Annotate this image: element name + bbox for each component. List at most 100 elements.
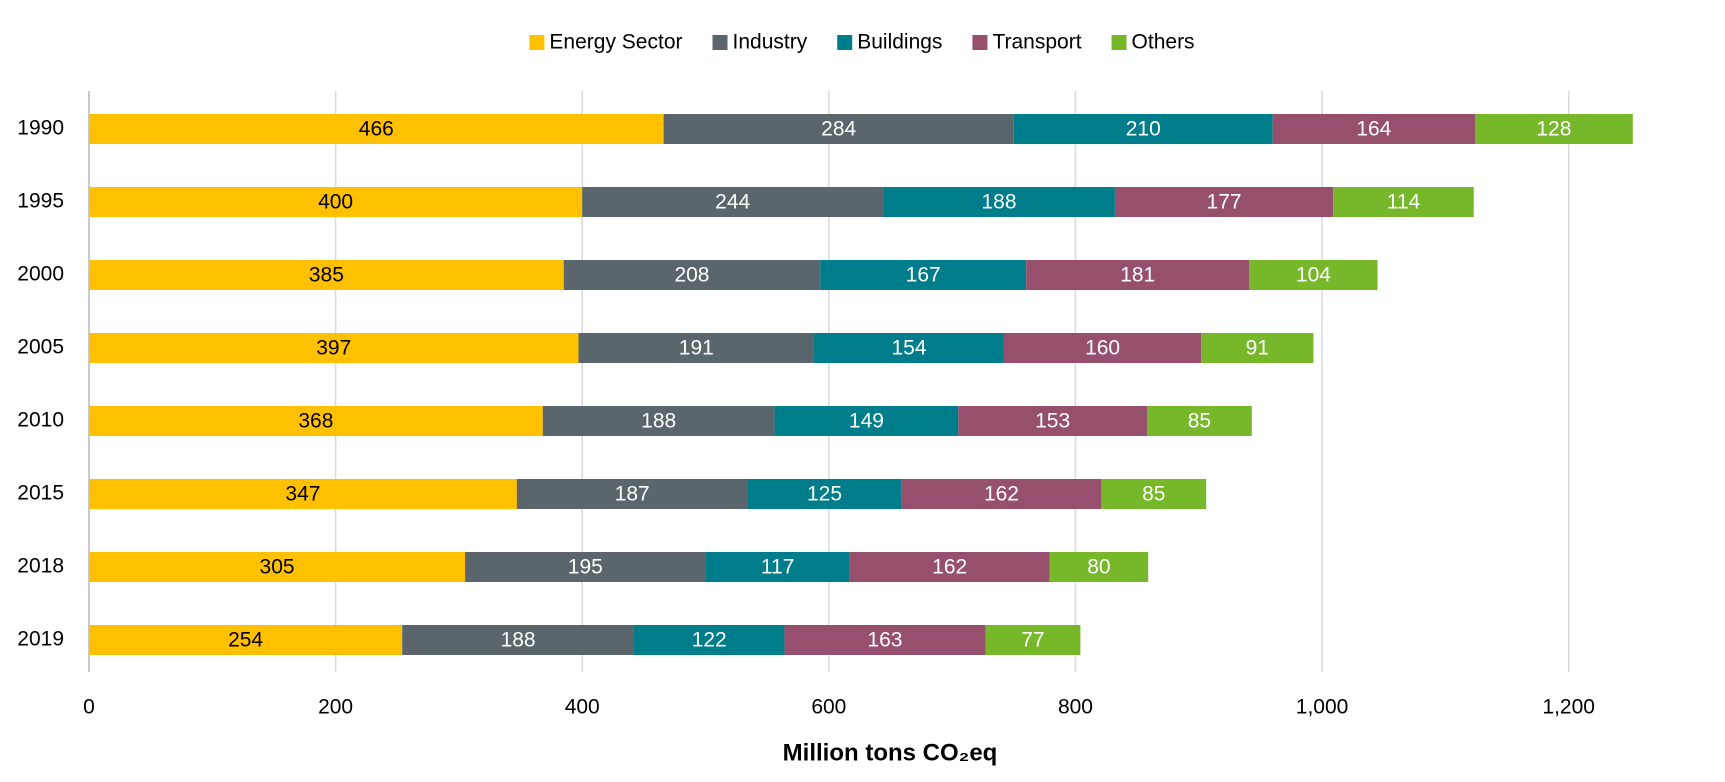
y-tick-label: 2000 (17, 263, 64, 286)
bar-segment (89, 333, 579, 363)
bar-segment (89, 552, 466, 582)
data-label: 466 (359, 118, 394, 141)
bar-segment (1333, 187, 1474, 217)
bar-segment (1026, 260, 1250, 290)
data-label: 91 (1246, 337, 1269, 360)
bar-segment (814, 333, 1004, 363)
y-tick-label: 2018 (17, 555, 64, 578)
data-label: 305 (260, 556, 295, 579)
x-tick-label: 800 (1058, 696, 1093, 719)
bar-segment (563, 260, 821, 290)
data-label: 347 (285, 483, 320, 506)
bar-segment (634, 625, 785, 655)
x-axis-title: Million tons CO₂eq (783, 739, 998, 766)
legend: Energy Sector Industry Buildings Transport O… (529, 31, 1195, 54)
bar-segment (89, 114, 664, 144)
bar-segment (1272, 114, 1475, 144)
bar-segment (958, 406, 1147, 436)
data-label: 104 (1296, 264, 1331, 287)
data-label: 177 (1207, 191, 1242, 214)
data-label: 181 (1120, 264, 1155, 287)
bar-segment (705, 552, 850, 582)
data-label: 160 (1085, 337, 1120, 360)
data-label: 368 (298, 410, 333, 433)
data-label: 154 (891, 337, 926, 360)
bar-segment (542, 406, 775, 436)
bar-segment (1201, 333, 1314, 363)
data-label: 149 (849, 410, 884, 433)
bar-segment (901, 479, 1102, 509)
bar-segment (883, 187, 1115, 217)
data-label: 117 (761, 556, 794, 579)
legend-label: Industry (733, 31, 808, 54)
data-label: 153 (1035, 410, 1070, 433)
legend-swatch (1111, 35, 1127, 50)
bar-segment (985, 625, 1081, 655)
data-label: 77 (1021, 629, 1044, 652)
data-label: 162 (984, 483, 1019, 506)
data-label: 210 (1126, 118, 1161, 141)
data-label: 188 (641, 410, 676, 433)
data-label: 188 (501, 629, 536, 652)
y-tick-label: 2010 (17, 409, 64, 432)
bar-segment (849, 552, 1050, 582)
data-label: 208 (674, 264, 709, 287)
data-label: 164 (1356, 118, 1391, 141)
legend-label: Energy Sector (549, 31, 682, 54)
y-tick-label: 1995 (17, 190, 64, 213)
y-tick-label: 2005 (17, 336, 64, 359)
bar-segment (89, 479, 517, 509)
legend-label: Transport (992, 31, 1081, 54)
data-label: 162 (932, 556, 967, 579)
bar-segment (1003, 333, 1202, 363)
y-tick-label: 2015 (17, 482, 64, 505)
data-label: 122 (692, 629, 727, 652)
data-label: 85 (1142, 483, 1165, 506)
x-tick-label: 0 (83, 696, 95, 719)
bar-segment (1474, 114, 1633, 144)
legend-swatch (972, 35, 988, 50)
legend-swatch (529, 35, 545, 50)
data-label: 80 (1087, 556, 1110, 579)
data-label: 195 (568, 556, 603, 579)
y-tick-label: 2019 (17, 628, 64, 651)
bar-segment (465, 552, 706, 582)
y-tick-label: 1990 (17, 117, 64, 140)
x-tick-label: 600 (811, 696, 846, 719)
bar-segment (89, 260, 564, 290)
bar-segment (784, 625, 986, 655)
bar-segment (663, 114, 1014, 144)
x-tick-label: 200 (318, 696, 353, 719)
bar-segment (1049, 552, 1149, 582)
data-label: 163 (867, 629, 902, 652)
data-label: 188 (981, 191, 1016, 214)
bar-segment (582, 187, 884, 217)
x-tick-label: 1,000 (1296, 696, 1349, 719)
bar-segment (1013, 114, 1273, 144)
bar-segment (516, 479, 748, 509)
data-label: 125 (807, 483, 842, 506)
x-tick-label: 400 (565, 696, 600, 719)
data-label: 284 (821, 118, 856, 141)
bar-segment (1114, 187, 1334, 217)
bar-segment (774, 406, 959, 436)
legend-swatch (712, 35, 728, 50)
data-label: 385 (309, 264, 344, 287)
legend-label: Others (1132, 31, 1195, 54)
data-label: 397 (316, 337, 351, 360)
data-label: 128 (1536, 118, 1571, 141)
data-label: 85 (1188, 410, 1211, 433)
data-label: 400 (318, 191, 353, 214)
bar-segment (89, 625, 403, 655)
data-label: 114 (1387, 191, 1421, 214)
bar-segment (1101, 479, 1207, 509)
bar-segment (820, 260, 1027, 290)
bar-segment (578, 333, 815, 363)
data-label: 167 (906, 264, 941, 287)
bar-segment (402, 625, 635, 655)
legend-swatch (837, 35, 853, 50)
data-label: 244 (715, 191, 750, 214)
data-label: 254 (228, 629, 263, 652)
bar-segment (89, 187, 583, 217)
